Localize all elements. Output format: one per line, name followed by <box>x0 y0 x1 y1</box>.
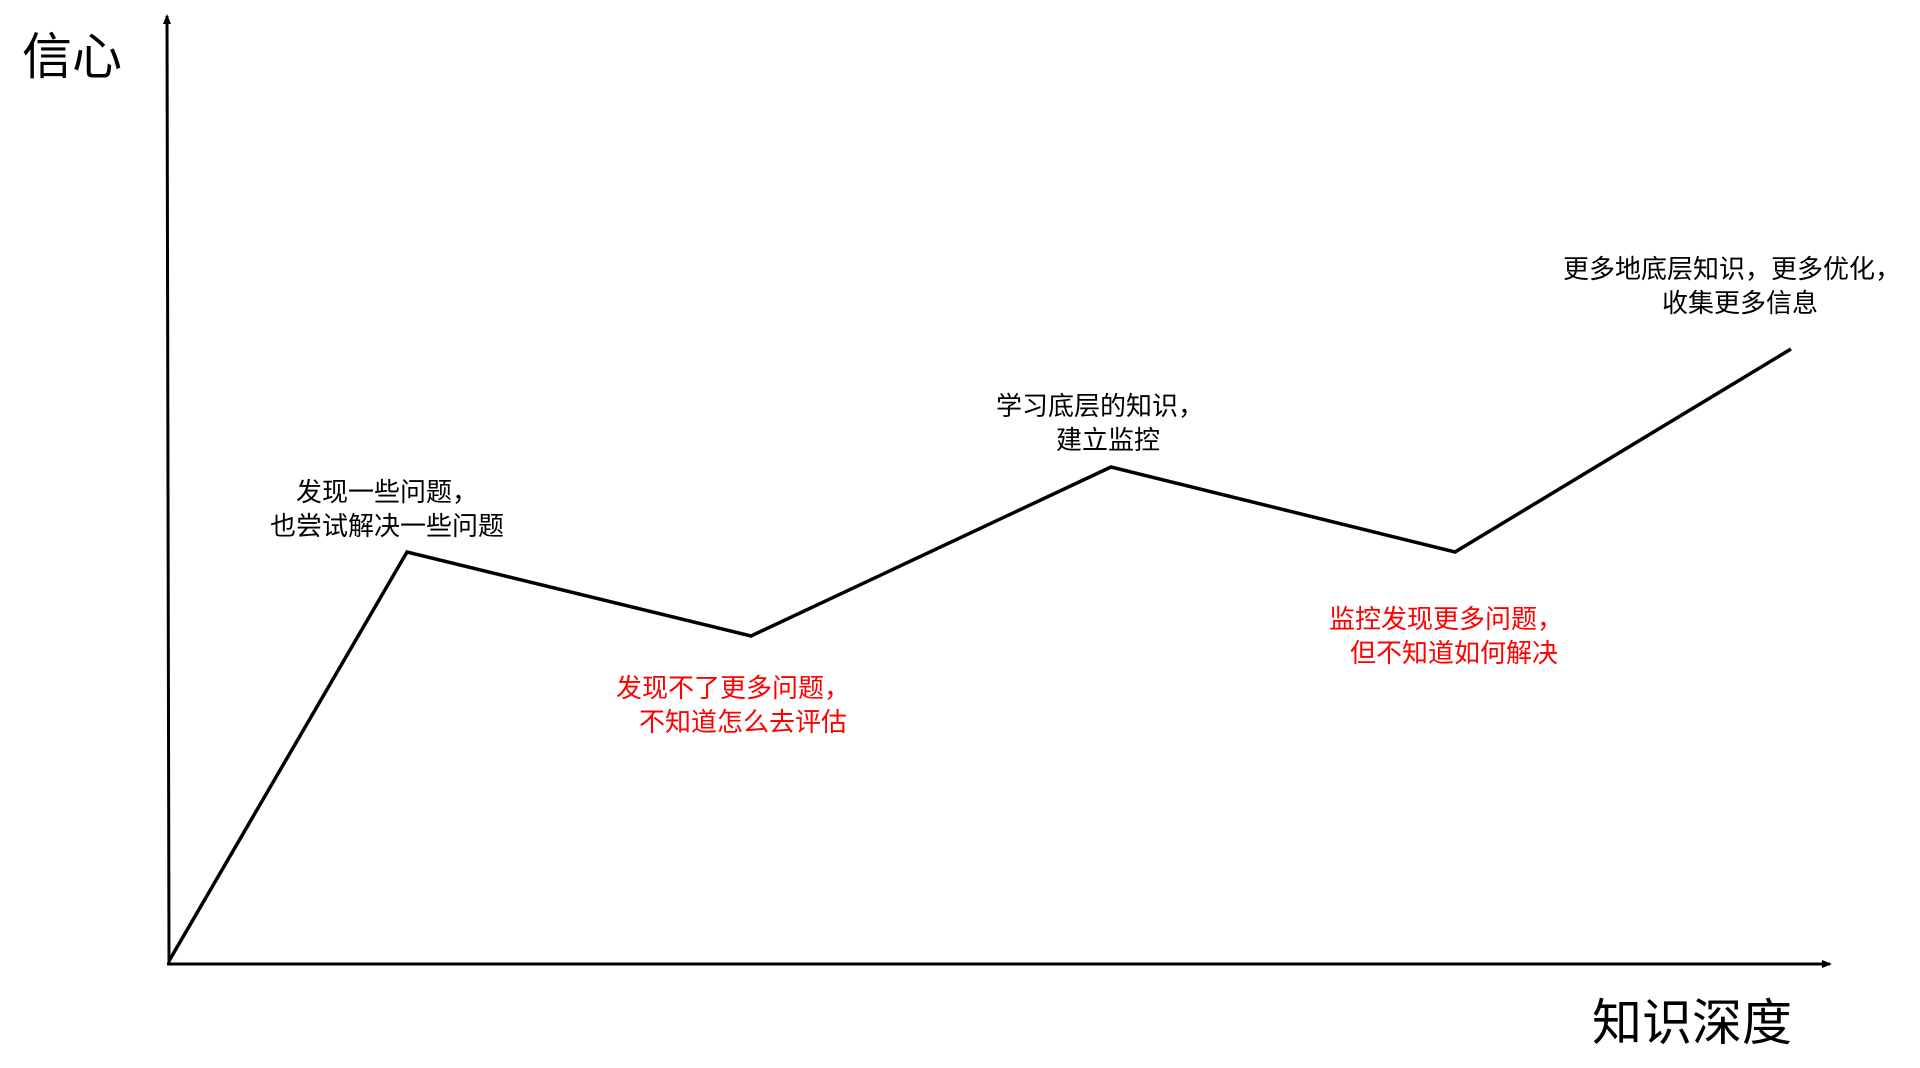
annotation-cannot-evaluate: 发现不了更多问题， 不知道怎么去评估 <box>616 674 850 738</box>
annotation-line: 也尝试解决一些问题 <box>270 512 504 542</box>
x-axis-title: 知识深度 <box>1592 994 1792 1052</box>
y-axis <box>163 14 172 965</box>
annotation-line: 学习底层的知识， <box>996 392 1204 422</box>
annotation-line: 监控发现更多问题， <box>1329 605 1563 635</box>
annotation-more-optimization: 更多地底层知识，更多优化， 收集更多信息 <box>1563 255 1901 319</box>
annotation-line: 更多地底层知识，更多优化， <box>1563 255 1901 285</box>
annotation-line: 不知道怎么去评估 <box>639 708 847 738</box>
annotation-line: 发现不了更多问题， <box>616 674 850 704</box>
annotation-discover-problems: 发现一些问题， 也尝试解决一些问题 <box>270 478 504 542</box>
annotation-cannot-solve: 监控发现更多问题， 但不知道如何解决 <box>1329 605 1563 669</box>
annotation-line: 但不知道如何解决 <box>1350 639 1558 669</box>
confidence-curve <box>167 347 1792 962</box>
annotation-line: 发现一些问题， <box>296 478 478 508</box>
annotation-line: 建立监控 <box>1056 426 1160 456</box>
annotation-learn-monitoring: 学习底层的知识， 建立监控 <box>996 392 1204 456</box>
y-axis-title: 信心 <box>22 28 122 86</box>
annotation-line: 收集更多信息 <box>1662 289 1818 319</box>
